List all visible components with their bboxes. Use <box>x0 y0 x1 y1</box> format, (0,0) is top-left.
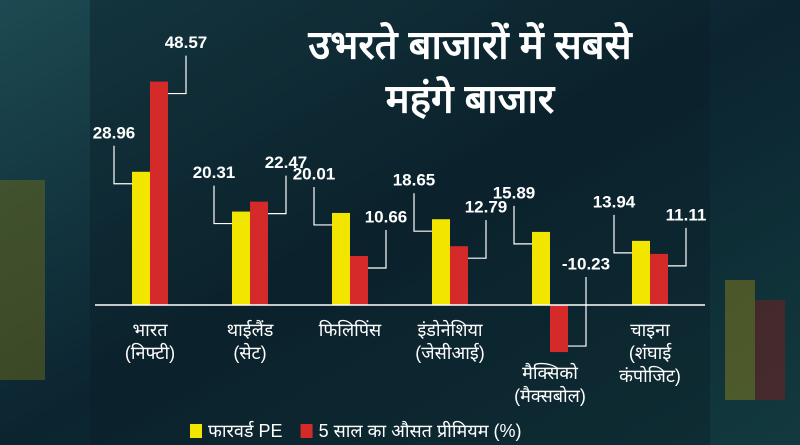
bar <box>250 201 268 305</box>
value-label: 18.65 <box>393 171 436 190</box>
leader-line <box>113 145 132 185</box>
leader-line <box>613 214 632 254</box>
value-label: 20.31 <box>193 163 236 182</box>
legend-swatch <box>190 424 202 438</box>
leader-line <box>513 205 532 245</box>
bar <box>232 211 250 305</box>
bar <box>432 219 450 305</box>
bar <box>132 171 150 305</box>
x-tick-label: इंडोनेशिया <box>417 319 482 340</box>
bar <box>332 212 350 305</box>
x-tick-label: फिलिपिंस <box>319 319 382 340</box>
value-label: 10.66 <box>365 207 408 226</box>
value-label: 13.94 <box>593 192 636 211</box>
backdrop-shape <box>0 180 45 380</box>
bar <box>450 246 468 305</box>
x-tick-label: भारत <box>133 320 169 340</box>
backdrop-shape <box>725 280 755 400</box>
leader-line <box>413 193 432 232</box>
leader-line <box>468 220 487 259</box>
bar <box>550 305 568 353</box>
bar <box>150 81 168 305</box>
panel <box>90 0 710 445</box>
x-tick-label: (मैक्सबोल) <box>514 385 586 406</box>
x-tick-label: (निफ्टी) <box>125 342 175 363</box>
x-tick-label: थाईलैंड <box>227 319 274 340</box>
x-tick-label: (जेसीआई) <box>415 342 484 363</box>
bar <box>632 240 650 305</box>
x-tick-label: चाइना <box>630 320 670 340</box>
leader-line <box>268 175 287 215</box>
value-label: -10.23 <box>562 254 610 273</box>
x-tick-label: (शंघाई <box>629 342 673 363</box>
legend-swatch <box>300 424 313 438</box>
value-label: 15.89 <box>493 183 536 202</box>
value-label: 20.01 <box>293 164 336 183</box>
legend-label: 5 साल का औसत प्रीमियम (%) <box>319 420 522 441</box>
backdrop-shape <box>755 300 785 400</box>
legend-label: फारवर्ड PE <box>208 420 283 441</box>
leader-line <box>213 185 232 225</box>
value-label: 12.79 <box>465 198 508 217</box>
chart-title: महंगे बाजार <box>385 76 556 122</box>
value-label: 11.11 <box>666 205 707 224</box>
leader-line <box>313 186 332 226</box>
x-tick-label: कंपोजिट) <box>619 365 681 386</box>
x-tick-label: (सेट) <box>233 342 266 363</box>
x-tick-label: मैक्सिको <box>522 362 578 383</box>
leader-line <box>568 277 587 347</box>
value-label: 48.57 <box>165 33 208 52</box>
chart-title: उभरते बाजारों में सबसे <box>307 22 633 68</box>
bar <box>350 255 368 305</box>
value-label: 22.47 <box>265 153 308 172</box>
leader-line <box>668 227 687 267</box>
leader-line <box>368 229 387 269</box>
leader-line <box>168 55 187 95</box>
bar <box>650 253 668 305</box>
value-label: 28.96 <box>93 123 136 142</box>
bar <box>532 231 550 305</box>
